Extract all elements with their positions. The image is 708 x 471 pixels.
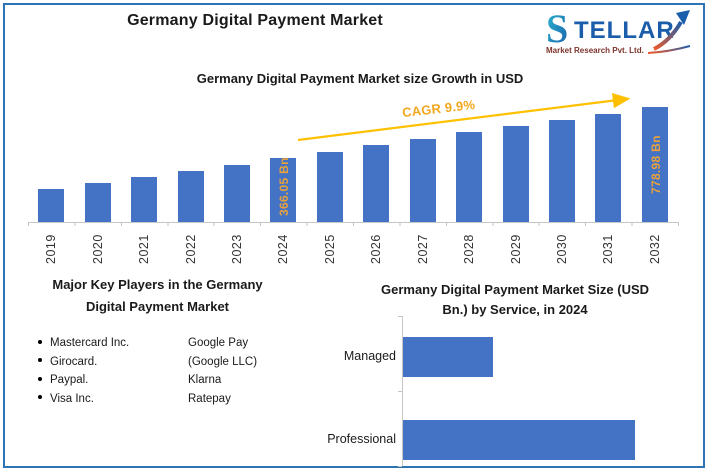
- growth-bar-2027: [409, 139, 436, 222]
- key-player-item: Visa Inc.: [38, 390, 129, 409]
- service-bar-managed: [403, 337, 493, 377]
- growth-bar-2024: [270, 158, 297, 222]
- year-label-2022: 2022: [183, 234, 198, 264]
- year-label-2032: 2032: [647, 234, 662, 264]
- growth-bar-2025: [316, 152, 343, 222]
- key-players-title-line1: Major Key Players in the Germany: [52, 277, 263, 292]
- growth-chart-year-labels: 2019 2020 2021 2022 2023 2024 2025 2026 2027 2028…: [28, 222, 678, 268]
- key-player-item: Klarna: [188, 374, 222, 386]
- stellar-logo: S TELLAR Market Research Pvt. Ltd.: [542, 6, 694, 57]
- service-bar-professional: [403, 420, 635, 460]
- stellar-logo-graphic: S TELLAR Market Research Pvt. Ltd.: [546, 6, 691, 55]
- growth-bar-2020: [84, 183, 111, 222]
- key-players-list-left: Mastercard Inc. Girocard. Paypal. Visa Inc.: [38, 334, 129, 408]
- year-label-2024: 2024: [276, 234, 291, 264]
- growth-bar-2021: [131, 177, 158, 222]
- year-label-2027: 2027: [415, 234, 430, 264]
- growth-bar-2019: [38, 189, 65, 222]
- growth-chart-title: Germany Digital Payment Market size Grow…: [196, 71, 524, 86]
- service-chart-plot: Managed Professional: [316, 316, 700, 467]
- year-label-2029: 2029: [508, 234, 523, 264]
- page-title: Germany Digital Payment Market: [127, 12, 383, 29]
- service-chart-title-line1: Germany Digital Payment Market Size (USD: [380, 282, 650, 297]
- year-label-2020: 2020: [90, 234, 105, 264]
- logo-brand-text: TELLAR: [574, 17, 675, 44]
- year-label-2031: 2031: [601, 234, 616, 264]
- key-player-item: (Google LLC): [188, 355, 258, 368]
- service-chart-y-axis: [402, 316, 403, 466]
- growth-bar-2026: [363, 145, 390, 222]
- bar-value-label-2024: 366.05 Bn: [277, 157, 292, 216]
- year-label-2025: 2025: [322, 234, 337, 264]
- growth-bar-2032: [641, 107, 668, 222]
- logo-tagline: Market Research Pvt. Ltd.: [546, 46, 644, 55]
- key-player-item: Girocard.: [38, 353, 129, 372]
- growth-chart-plot: 366.05 Bn 778.98 Bn: [28, 95, 678, 222]
- growth-bar-2028: [456, 132, 483, 222]
- service-chart-axis-ticks: [398, 316, 402, 467]
- year-label-2026: 2026: [369, 234, 384, 264]
- service-category-label-professional: Professional: [327, 432, 396, 446]
- logo-arrowhead-icon: [676, 10, 690, 25]
- logo-arrow-icon: [653, 20, 683, 51]
- key-player-item: Paypal.: [38, 371, 129, 390]
- key-player-item: Google Pay: [188, 337, 249, 349]
- year-label-2023: 2023: [229, 234, 244, 264]
- key-players-title-line2: Digital Payment Market: [85, 299, 230, 314]
- service-chart-title-line2: Bn.) by Service, in 2024: [442, 302, 588, 317]
- year-label-2019: 2019: [44, 234, 59, 264]
- year-label-2028: 2028: [462, 234, 477, 264]
- cagr-trend-arrow-icon: [297, 92, 631, 142]
- key-player-item: Ratepay: [188, 392, 231, 405]
- logo-letter-s: S: [546, 7, 568, 51]
- growth-bar-2030: [548, 120, 575, 222]
- growth-bar-2023: [223, 165, 250, 222]
- growth-bar-2031: [595, 114, 622, 222]
- service-category-label-managed: Managed: [343, 349, 396, 363]
- logo-underline-swoosh: [647, 45, 691, 54]
- key-players-title: Major Key Players in the Germany Digital…: [25, 274, 290, 318]
- year-label-2021: 2021: [137, 234, 152, 264]
- growth-bar-2029: [502, 126, 529, 222]
- growth-chart-axis-ticks: [28, 222, 679, 226]
- service-chart-title: Germany Digital Payment Market Size (USD…: [340, 280, 690, 320]
- key-player-item: Mastercard Inc.: [38, 334, 129, 353]
- growth-bar-2022: [177, 171, 204, 222]
- key-players-list-right: Google Pay (Google LLC) Klarna Ratepay: [188, 334, 257, 408]
- year-label-2030: 2030: [554, 234, 569, 264]
